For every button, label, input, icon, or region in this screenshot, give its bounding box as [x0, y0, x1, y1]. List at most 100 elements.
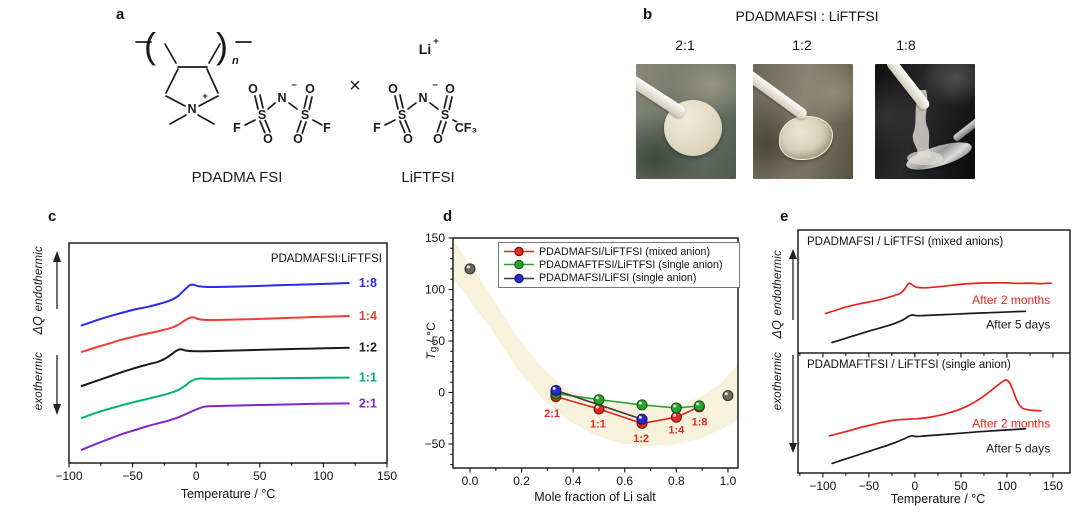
atom-label: S [301, 108, 309, 122]
panel-e-arrows [789, 249, 797, 453]
n-subscript: n [232, 55, 239, 67]
series-line-1 [831, 310, 1027, 344]
legend-ball [514, 246, 524, 257]
series-line-3 [80, 376, 350, 419]
photo-ratio-2-1 [636, 64, 736, 179]
x-tick-label: 1.0 [720, 474, 737, 488]
data-point-highlight [595, 396, 599, 400]
x-tick-label: 0 [912, 479, 919, 493]
endothermic-axis-label: endothermic [772, 250, 784, 316]
series-end-label: 1:2 [359, 341, 377, 355]
legend-item: PDADMAFSI/LiFTFSI (mixed anion) [503, 245, 735, 258]
panel-c-label: c [48, 208, 57, 225]
plot-frame [797, 229, 1071, 353]
atom-label: N [277, 91, 286, 105]
atom-label: O [263, 132, 273, 146]
legend-marker [504, 260, 534, 270]
delta-q-axis-label: ΔQ [770, 320, 784, 339]
series-end-label: 2:1 [359, 396, 377, 410]
right-bracket: ) [216, 25, 228, 66]
atom-label: O [433, 132, 443, 146]
series-line-2 [80, 346, 350, 387]
atom-label: O [388, 82, 398, 96]
photo-ratio-1-8 [875, 64, 975, 179]
charge-label: − [432, 80, 438, 91]
charge-label: − [291, 80, 297, 91]
bond [436, 120, 442, 134]
data-point-highlight [638, 415, 642, 419]
legend-label: PDADMAFSI/LiFSI (single anion) [539, 272, 697, 285]
panel-a-structures: ( ) n N + N − S S O O O O F [135, 25, 479, 186]
legend-label: PDADMAFTFSI/LiFTFSI (single anion) [539, 258, 723, 271]
bond [197, 114, 215, 125]
exo-arrow-head [53, 404, 61, 415]
data-point [693, 400, 705, 412]
x-tick-label: 100 [313, 469, 333, 483]
atom-label: O [305, 82, 315, 96]
exo-arrow-head [789, 443, 797, 453]
panel-b-title: PDADMAFSI : LiFTFSI [735, 8, 879, 24]
salt-name: LiFTFSI [401, 169, 454, 186]
data-point-highlight [724, 392, 728, 396]
x-tick-label: 50 [954, 479, 968, 493]
data-point-highlight [696, 402, 700, 406]
aging-chart-single: −100 −50 0 50 100 150 After 2 months After 5 da… [797, 353, 1071, 493]
series-line-0 [824, 281, 1052, 315]
left-bracket: ( [144, 25, 156, 66]
x-tick-label: 100 [997, 479, 1017, 493]
endo-arrow-head [53, 251, 61, 262]
panel-d-label: d [443, 208, 453, 225]
legend-ball [514, 260, 524, 270]
curve-annotation: After 5 days [986, 317, 1050, 331]
plot-frame [797, 353, 1071, 474]
data-point-highlight [673, 404, 677, 408]
chart-title: PDADMAFSI / LiFTFSI (mixed anions) [807, 236, 1003, 248]
bond [259, 120, 266, 134]
atom-label: O [403, 132, 413, 146]
bond [303, 95, 308, 110]
x-tick-label: 50 [253, 469, 267, 483]
li-charge: + [433, 36, 439, 47]
bond [429, 102, 439, 110]
x-tick-label: 0 [193, 469, 200, 483]
curve-annotation: After 5 days [986, 442, 1050, 456]
tg-chart: 0.0 0.2 0.4 0.6 0.8 1.0 −50 0 50 100 150 2:1 1:1 1:2 1… [425, 231, 739, 488]
x-tick-label: −50 [122, 469, 143, 483]
x-tick-label: −100 [55, 469, 82, 483]
bond [198, 95, 219, 107]
bond [165, 68, 179, 94]
gel-blob [779, 116, 833, 160]
bond [208, 43, 221, 64]
data-point-highlight [638, 401, 642, 405]
cross-symbol: × [349, 75, 361, 97]
bond [399, 120, 406, 134]
photo-ratio-1-2 [753, 64, 853, 179]
atom-label: F [373, 121, 381, 135]
aging-chart-mixed: After 2 months After 5 days PDADMAFSI / Li… [797, 229, 1071, 353]
data-point-highlight [595, 405, 599, 409]
li-label: Li [419, 41, 431, 57]
bond [384, 119, 396, 126]
legend-item: PDADMAFTFSI/LiFTFSI (single anion) [503, 258, 735, 271]
data-point [636, 413, 648, 425]
dsc-chart: −100 −50 0 50 100 150 1:8 1:4 1:2 1:1 2:1 PDADMAFSI… [53, 242, 397, 483]
data-point [636, 399, 648, 411]
bond [264, 119, 271, 133]
data-point [670, 402, 682, 414]
x-tick-label: 0.6 [616, 474, 633, 488]
x-tick-label: 0.4 [565, 474, 582, 488]
chart-title: PDADMAFSI:LiFTFSI [271, 253, 382, 265]
ratio-point-label: 2:1 [544, 408, 560, 420]
x-tick-label: 150 [377, 469, 397, 483]
viscous-string [907, 90, 943, 165]
x-tick-label: −50 [859, 479, 880, 493]
x-tick-label: −100 [809, 479, 836, 493]
panel-d-x-axis-title: Mole fraction of Li salt [534, 490, 656, 504]
atom-label: N [418, 91, 427, 105]
legend-label: PDADMAFSI/LiFTFSI (mixed anion) [539, 245, 711, 258]
panel-e-x-axis-title: Temperature / °C [890, 492, 986, 506]
x-tick-label: 0.0 [462, 474, 479, 488]
curve-annotation: After 2 months [972, 293, 1050, 307]
bond [308, 96, 313, 111]
